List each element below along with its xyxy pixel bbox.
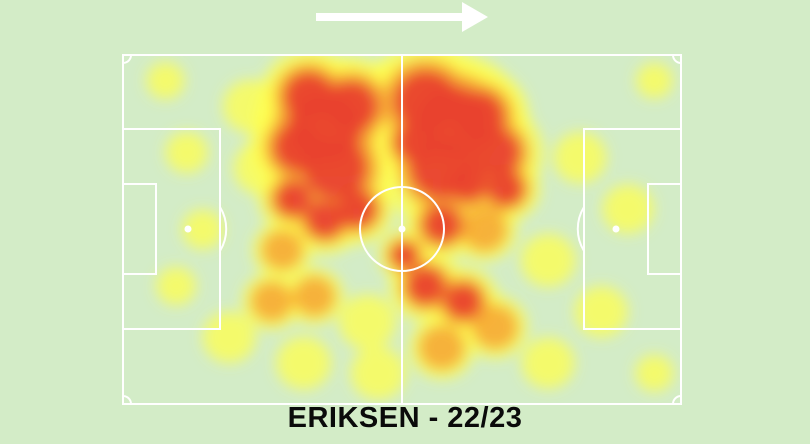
left-penalty-arc (219, 206, 228, 252)
heat-blob (293, 275, 336, 317)
heat-blob (350, 346, 406, 400)
centre-spot (398, 225, 406, 233)
heat-blob (394, 122, 436, 163)
heat-blob (521, 337, 575, 389)
heat-blob (222, 79, 279, 133)
heat-blob (305, 200, 345, 239)
heat-blob (448, 164, 488, 203)
heat-blob (324, 80, 379, 133)
heat-blob (635, 354, 674, 392)
corner-arc-bottom-right (672, 395, 682, 405)
heat-blob (444, 283, 483, 320)
heat-blob (422, 205, 462, 244)
heat-blob (553, 132, 607, 184)
corner-arc-top-left (122, 54, 132, 64)
left-six-yard-box (122, 183, 157, 275)
heat-blob (182, 209, 224, 250)
heat-blob (283, 71, 335, 121)
right-arrow-icon (316, 2, 488, 32)
pitch-spots (184, 225, 620, 233)
heat-blob (261, 229, 304, 271)
heat-blob (471, 304, 519, 350)
left-penalty-spot (184, 225, 192, 233)
heat-blob (460, 206, 508, 253)
heat-blob (487, 170, 525, 207)
heat-blob (574, 285, 628, 338)
heat-blob (406, 267, 446, 305)
right-six-yard-box (647, 183, 682, 275)
heat-blob (418, 324, 466, 371)
corner-arc-top-right (672, 54, 682, 64)
right-penalty-arc (576, 206, 585, 252)
heat-blob (390, 241, 419, 269)
heat-layer (146, 55, 674, 400)
right-penalty-spot (612, 225, 620, 233)
heat-blob (202, 311, 256, 363)
heat-blob (276, 336, 332, 390)
heat-blob (469, 127, 521, 178)
heat-blob (338, 294, 397, 350)
heat-blob (636, 62, 673, 99)
heat-blob (602, 184, 654, 234)
heat-blob (156, 266, 197, 306)
corner-arc-bottom-left (122, 395, 132, 405)
chart-title: ERIKSEN - 22/23 (287, 402, 523, 434)
centre-circle (359, 186, 445, 272)
heat-blob (274, 180, 312, 217)
heat-blob (165, 131, 209, 174)
heat-blob (337, 190, 377, 228)
heat-blob (272, 122, 325, 173)
heat-blob (250, 280, 294, 322)
heat-blob (520, 233, 576, 287)
heat-blob (146, 62, 185, 100)
pitch-markings (122, 54, 682, 405)
